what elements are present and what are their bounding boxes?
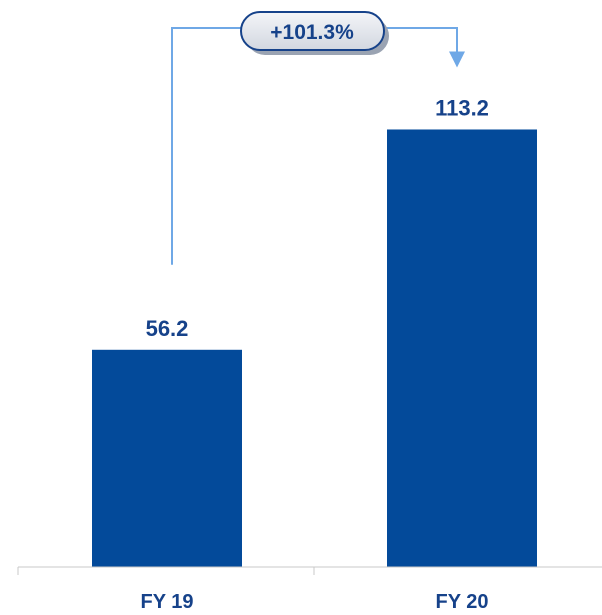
x-axis-tick-labels: FY 19 FY 20 <box>141 591 489 613</box>
x-axis-tick-label: FY 20 <box>436 591 489 613</box>
x-axis-tick-label: FY 19 <box>141 591 194 613</box>
bar-value-label: 113.2 <box>435 95 489 120</box>
bar-value-label: 56.2 <box>146 316 189 341</box>
arrow-down-icon <box>449 51 465 68</box>
value-labels: 56.2 113.2 <box>146 95 489 340</box>
bar-fy-19 <box>92 349 242 567</box>
growth-label: +101.3% <box>270 21 354 44</box>
x-axis <box>17 566 602 575</box>
growth-badge: +101.3% <box>240 11 389 55</box>
bars <box>92 129 537 567</box>
bar-fy-20 <box>387 129 537 567</box>
